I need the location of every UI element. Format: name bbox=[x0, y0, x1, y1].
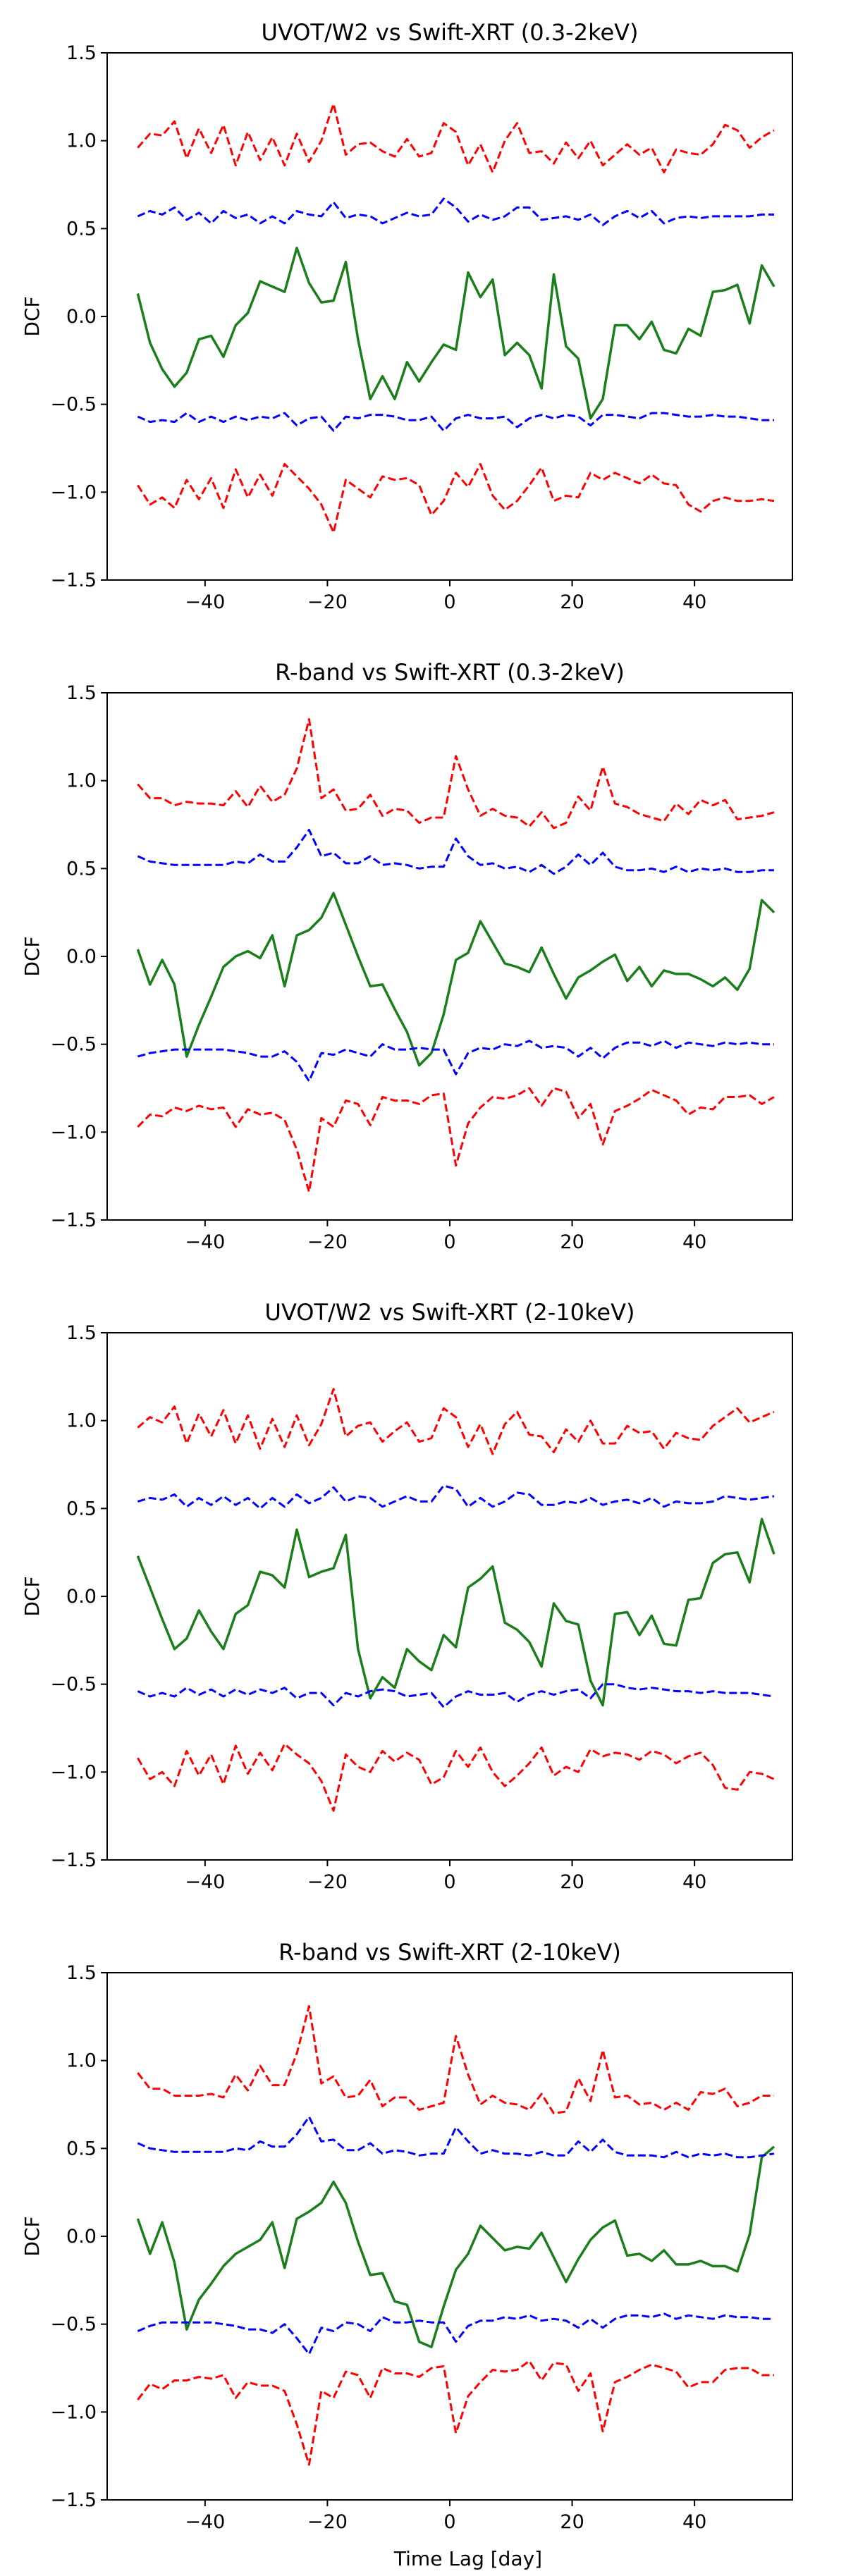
lower-95--line bbox=[137, 2312, 774, 2355]
y-tick-label: −1.0 bbox=[50, 2401, 97, 2423]
chart-title: UVOT/W2 vs Swift-XRT (0.3-2keV) bbox=[261, 19, 638, 46]
upper-95--line bbox=[137, 197, 774, 226]
y-tick-label: −0.5 bbox=[50, 1674, 97, 1696]
plot-frame bbox=[106, 52, 793, 581]
y-tick-label: 0.5 bbox=[66, 858, 97, 880]
y-tick-label: 0.0 bbox=[66, 1586, 97, 1608]
upper-99--line bbox=[137, 2004, 774, 2114]
y-tick-label: 1.0 bbox=[66, 2050, 97, 2072]
y-tick-label: −1.5 bbox=[50, 1849, 97, 1871]
chart-title: R-band vs Swift-XRT (0.3-2keV) bbox=[275, 659, 625, 686]
y-axis-label: DCF bbox=[20, 1576, 44, 1616]
x-tick-label: −20 bbox=[307, 1231, 348, 1253]
y-tick-label: 1.5 bbox=[66, 1962, 97, 1984]
y-tick-label: 1.5 bbox=[66, 42, 97, 64]
x-tick-label: 0 bbox=[443, 1231, 455, 1253]
upper-95--line bbox=[137, 829, 774, 875]
chart-panel-1: UVOT/W2 vs Swift-XRT (0.3-2keV) DCF −1.5 −1… bbox=[20, 19, 793, 613]
x-tick-label: 0 bbox=[443, 1871, 455, 1893]
dcf-line bbox=[136, 892, 776, 1067]
plot-frame bbox=[106, 1332, 793, 1861]
y-tick-label: 0.5 bbox=[66, 1498, 97, 1520]
dcf-line bbox=[136, 2145, 776, 2348]
x-tick-label: 40 bbox=[682, 1871, 706, 1893]
x-tick-label: −40 bbox=[185, 1871, 225, 1893]
y-tick-label: 1.0 bbox=[66, 770, 97, 792]
upper-99--line bbox=[137, 717, 775, 830]
x-tick-label: 0 bbox=[443, 591, 455, 613]
y-tick-label: −0.5 bbox=[50, 394, 97, 416]
lower-95--line bbox=[137, 1683, 775, 1708]
y-tick-label: −1.5 bbox=[50, 2489, 97, 2511]
y-tick-label: −0.5 bbox=[50, 2314, 97, 2336]
lower-99--line bbox=[137, 462, 775, 534]
chart-panel-4: R-band vs Swift-XRT (2-10keV) DCF −1.5 −1.0… bbox=[20, 1939, 793, 2533]
upper-99--line bbox=[137, 102, 775, 173]
plot-frame bbox=[106, 692, 793, 1221]
dcf-line bbox=[136, 247, 776, 420]
y-axis-label: DCF bbox=[20, 2216, 44, 2256]
y-tick-label: 1.5 bbox=[66, 1322, 97, 1344]
x-tick-label: −40 bbox=[185, 2511, 225, 2533]
y-tick-label: 0.0 bbox=[66, 946, 97, 968]
upper-99--line bbox=[137, 1388, 775, 1455]
chart-title: UVOT/W2 vs Swift-XRT (2-10keV) bbox=[265, 1299, 635, 1326]
y-tick-label: −1.0 bbox=[50, 1761, 97, 1783]
y-tick-label: −0.5 bbox=[50, 1034, 97, 1056]
y-axis-label: DCF bbox=[20, 936, 44, 976]
x-tick-label: 20 bbox=[560, 1871, 584, 1893]
x-tick-label: −20 bbox=[307, 591, 348, 613]
x-tick-label: 20 bbox=[560, 2511, 584, 2533]
x-tick-label: −20 bbox=[307, 2511, 348, 2533]
lower-99--line bbox=[137, 2360, 774, 2466]
x-tick-label: 0 bbox=[443, 2511, 455, 2533]
y-tick-label: 1.0 bbox=[66, 130, 97, 152]
x-axis-label: Time Lag [day] bbox=[393, 2547, 542, 2570]
y-tick-label: −1.0 bbox=[50, 1121, 97, 1143]
y-tick-label: 0.0 bbox=[66, 306, 97, 328]
y-tick-label: −1.5 bbox=[50, 1209, 97, 1231]
chart-panel-3: UVOT/W2 vs Swift-XRT (2-10keV) DCF −1.5 −1.… bbox=[20, 1299, 793, 1893]
x-tick-label: −40 bbox=[185, 591, 225, 613]
chart-panel-2: R-band vs Swift-XRT (0.3-2keV) DCF −1.5 −1.… bbox=[20, 659, 793, 1253]
x-tick-label: 20 bbox=[560, 591, 584, 613]
y-tick-label: 0.5 bbox=[66, 218, 97, 240]
x-tick-label: −40 bbox=[185, 1231, 225, 1253]
x-tick-label: 40 bbox=[682, 1231, 706, 1253]
x-tick-label: −20 bbox=[307, 1871, 348, 1893]
y-tick-label: 1.0 bbox=[66, 1410, 97, 1432]
dcf-line bbox=[136, 1517, 776, 1707]
upper-95--line bbox=[137, 2116, 775, 2159]
upper-95--line bbox=[137, 1484, 775, 1510]
lower-95--line bbox=[137, 412, 774, 432]
y-tick-label: −1.5 bbox=[50, 569, 97, 591]
x-tick-label: 40 bbox=[682, 2511, 706, 2533]
lower-99--line bbox=[137, 1087, 775, 1193]
y-tick-label: 1.5 bbox=[66, 682, 97, 704]
x-tick-label: 40 bbox=[682, 591, 706, 613]
lower-95--line bbox=[137, 1040, 774, 1083]
plot-frame bbox=[106, 1972, 793, 2501]
lower-99--line bbox=[137, 1742, 775, 1812]
chart-title: R-band vs Swift-XRT (2-10keV) bbox=[278, 1939, 621, 1966]
x-tick-label: 20 bbox=[560, 1231, 584, 1253]
y-axis-label: DCF bbox=[20, 296, 44, 336]
y-tick-label: −1.0 bbox=[50, 481, 97, 503]
y-tick-label: 0.0 bbox=[66, 2226, 97, 2248]
y-tick-label: 0.5 bbox=[66, 2138, 97, 2159]
